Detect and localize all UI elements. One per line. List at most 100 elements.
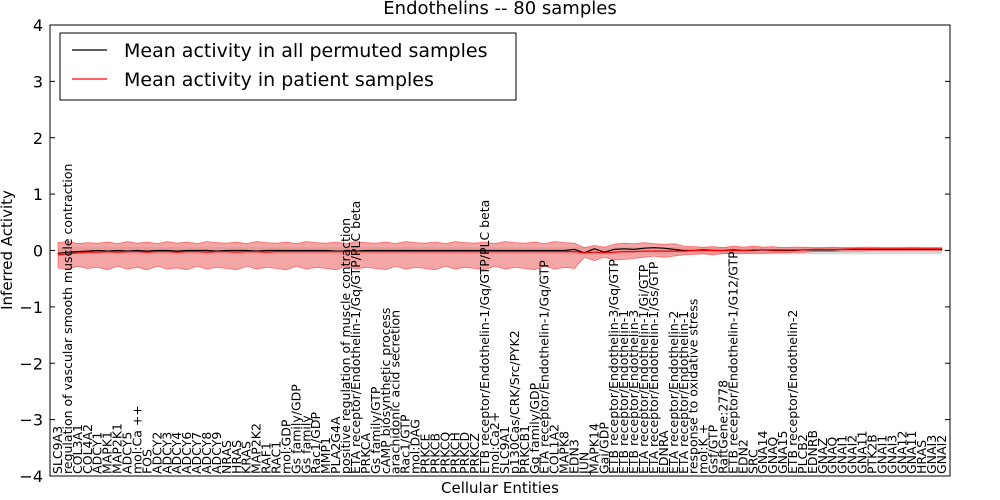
y-tick-label: −3 xyxy=(19,411,43,430)
entity-label: PRKCH xyxy=(447,432,462,474)
entity-label: ETB receptor/Endothelin-3 xyxy=(626,310,641,474)
entity-label: JUN xyxy=(576,452,591,475)
entity-label: ETA receptor/Endothelin-2 xyxy=(666,311,681,474)
entity-label: ETB receptor/Endothelin-2 xyxy=(785,310,800,474)
legend-box xyxy=(59,32,517,101)
entity-label: mol:DAG xyxy=(408,419,423,474)
entity-label: PRKCZ xyxy=(467,433,482,474)
entity-label: ADCY8 xyxy=(199,432,214,474)
series-line-patient xyxy=(57,248,942,256)
entity-label: KRAS xyxy=(239,441,254,474)
entity-label: ETB receptor/Endothelin-3/Gq/GTP xyxy=(606,259,621,474)
y-axis-label: Inferred Activity xyxy=(0,190,16,310)
y-tick-label: 1 xyxy=(33,185,43,204)
entity-label: response to oxidative stress xyxy=(686,299,701,474)
entity-label: ADCY6 xyxy=(179,432,194,474)
entity-label: EDN3 xyxy=(567,439,582,474)
entity-label: ETB receptor/Endothelin-1/Gq/GTP/PLC bet… xyxy=(477,200,492,474)
entity-label: PTK2B xyxy=(865,434,880,474)
y-tick-label: 0 xyxy=(33,242,43,261)
entity-label: Rac1/GDP xyxy=(308,412,323,474)
entity-label: GNA11 xyxy=(904,430,919,474)
entity-label: MAP2K1 xyxy=(110,423,125,474)
entity-label: ETA receptor/Endothelin-1/Gs/GTP xyxy=(646,261,661,474)
y-tick-label: 3 xyxy=(33,72,43,91)
entity-label: Rac1/GTP xyxy=(398,414,413,474)
entity-label: GNAI1 xyxy=(835,435,850,474)
entity-label: FOS xyxy=(139,449,154,474)
entity-label: ADCY4 xyxy=(169,432,184,474)
entity-label: GNA12 xyxy=(894,431,909,475)
entity-label: COL1A2 xyxy=(547,424,562,474)
entity-label: GNAI2 xyxy=(934,435,949,474)
entity-label: ADCY1 xyxy=(90,432,105,474)
entity-label: EDNRB xyxy=(805,430,820,474)
entity-label: RAC1 xyxy=(269,441,284,474)
entity-label: MAPK8 xyxy=(557,431,572,474)
entity-label: Gsf/GTP xyxy=(706,424,721,474)
legend-label-patient: Mean activity in patient samples xyxy=(124,69,434,91)
entity-label: SRC xyxy=(745,449,760,474)
entity-label: mol:K + xyxy=(696,424,711,474)
entity-label: ETB receptor/Endothelin-1/G12/GTP xyxy=(725,251,740,474)
entity-label: mol:Ca ++ xyxy=(130,405,145,474)
entity-label: HRAS xyxy=(229,440,244,474)
entity-label: COL3A1 xyxy=(70,424,85,474)
entity-label: SLC9A1 xyxy=(497,426,512,474)
entity-label: ADCY7 xyxy=(189,432,204,474)
y-tick-label: −1 xyxy=(19,298,43,317)
entity-label: GNAQ xyxy=(765,437,780,474)
entity-label: ADCY5 xyxy=(120,432,135,474)
entity-label: SLC9A3 xyxy=(50,426,65,474)
entity-label: GNAZ xyxy=(815,438,830,474)
entity-label: ETB receptor/Endothelin-1 xyxy=(616,310,631,474)
entity-label: ETA receptor/Endothelin-1 xyxy=(676,311,691,474)
entity-label: PLCB2 xyxy=(795,434,810,474)
x-axis-label: Cellular Entities xyxy=(441,479,559,497)
entity-label: ADCY9 xyxy=(209,432,224,474)
chart-title: Endothelins -- 80 samples xyxy=(383,0,616,19)
entity-label: MAPK14 xyxy=(586,423,601,474)
entity-label: ADCY3 xyxy=(159,432,174,474)
entity-label: GNAI3 xyxy=(924,435,939,474)
entity-label: HRAS xyxy=(914,440,929,474)
entity-label: GNAQ xyxy=(825,437,840,474)
entity-label: Gs family/GDP xyxy=(288,384,303,474)
entity-label: Gai/GDP xyxy=(596,422,611,474)
y-axis: −4 −3 −2 −1 0 1 2 3 4 xyxy=(19,16,950,486)
entity-label: PRKCE xyxy=(418,434,433,474)
entity-label: NRAS xyxy=(219,440,234,474)
entity-label: COL4A2 xyxy=(80,424,95,474)
entity-label: regulation of vascular smooth muscle con… xyxy=(60,163,75,473)
entity-label: PRKCD xyxy=(457,432,472,474)
entity-label: cAMP biosynthetic process xyxy=(378,308,393,474)
entity-label: Gq family/GDP xyxy=(527,382,542,474)
legend: Mean activity in all permuted samples Me… xyxy=(59,32,517,101)
entity-label: ADCY2 xyxy=(149,432,164,474)
entity-label: GNA11 xyxy=(855,430,870,474)
entity-label: ETA receptor/Endothelin-1/Gq/GTP xyxy=(537,260,552,474)
entity-label: MAPK1 xyxy=(100,431,115,474)
y-tick-label: 4 xyxy=(33,16,43,35)
entity-label: PLA2G4A xyxy=(328,416,343,474)
entity-label: GNAI3 xyxy=(884,435,899,474)
entity-label: PRKCB1 xyxy=(517,425,532,474)
entity-label: RaftGene:2778 xyxy=(716,380,731,474)
patient-spread-band xyxy=(57,241,943,271)
entity-label: ETA receptor/Endothelin-1/Gq/GTP/PLC bet… xyxy=(348,201,363,474)
entity-label: MAP2K2 xyxy=(249,423,264,474)
entity-label: p130Cas/CRK/Src/PYK2 xyxy=(507,330,522,474)
lines-layer xyxy=(57,247,942,256)
entity-label: PRKCA xyxy=(358,433,373,474)
entity-label: positive regulation of muscle contractio… xyxy=(338,218,353,474)
entity-label: PRKCQ xyxy=(437,432,452,474)
legend-label-permuted: Mean activity in all permuted samples xyxy=(124,40,487,62)
entity-label: arachidonic acid secretion xyxy=(388,310,403,474)
entity-label: GNAI1 xyxy=(874,435,889,474)
entity-label: ETA receptor/Endothelin-1/Gi/GTP xyxy=(636,264,651,474)
entity-label: EDN2 xyxy=(735,439,750,474)
y-tick-label: −4 xyxy=(19,467,43,486)
y-tick-label: 2 xyxy=(33,129,43,148)
entity-label: MMP1 xyxy=(318,437,333,474)
